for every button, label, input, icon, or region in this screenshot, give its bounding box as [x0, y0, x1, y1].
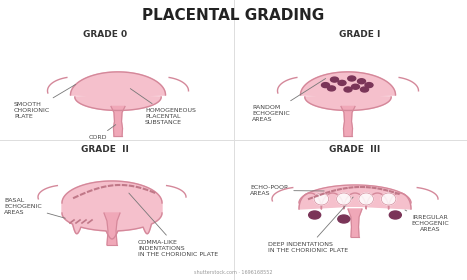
- Text: CORD: CORD: [89, 125, 116, 140]
- Ellipse shape: [337, 193, 351, 205]
- Text: GRADE I: GRADE I: [340, 30, 381, 39]
- Ellipse shape: [358, 79, 366, 84]
- Ellipse shape: [314, 193, 329, 205]
- Polygon shape: [300, 72, 396, 110]
- Ellipse shape: [338, 215, 350, 223]
- Ellipse shape: [338, 80, 346, 85]
- Text: PLACENTAL GRADING: PLACENTAL GRADING: [142, 8, 325, 23]
- Ellipse shape: [382, 193, 396, 205]
- Text: IRREGULAR
ECHOGENIC
AREAS: IRREGULAR ECHOGENIC AREAS: [405, 210, 449, 232]
- Polygon shape: [341, 106, 355, 136]
- Text: GRADE  II: GRADE II: [81, 145, 129, 154]
- Text: GRADE 0: GRADE 0: [83, 30, 127, 39]
- Text: shutterstock.com · 1696168552: shutterstock.com · 1696168552: [194, 270, 273, 275]
- Polygon shape: [299, 185, 411, 209]
- Polygon shape: [62, 181, 162, 239]
- Ellipse shape: [331, 77, 339, 82]
- Ellipse shape: [321, 83, 330, 88]
- Polygon shape: [348, 209, 362, 237]
- Ellipse shape: [359, 193, 374, 205]
- Text: DEEP INDENTATIONS
IN THE CHORIONIC PLATE: DEEP INDENTATIONS IN THE CHORIONIC PLATE: [268, 197, 353, 253]
- Ellipse shape: [352, 84, 360, 89]
- Ellipse shape: [348, 76, 356, 81]
- Text: COMMA-LIKE
INDENTATIONS
IN THE CHORIONIC PLATE: COMMA-LIKE INDENTATIONS IN THE CHORIONIC…: [129, 193, 218, 256]
- Text: HOMOGENEOUS
PLACENTAL
SUBSTANCE: HOMOGENEOUS PLACENTAL SUBSTANCE: [130, 88, 196, 125]
- Ellipse shape: [389, 211, 401, 219]
- Ellipse shape: [327, 86, 335, 91]
- Ellipse shape: [365, 83, 373, 88]
- Text: RANDOM
ECHOGENIC
AREAS: RANDOM ECHOGENIC AREAS: [252, 78, 325, 122]
- Polygon shape: [111, 106, 125, 136]
- Text: ECHO-POOR
AREAS: ECHO-POOR AREAS: [250, 185, 324, 196]
- Polygon shape: [71, 72, 165, 110]
- Polygon shape: [104, 213, 120, 245]
- Ellipse shape: [309, 211, 321, 219]
- Text: SMOOTH
CHORIONIC
PLATE: SMOOTH CHORIONIC PLATE: [14, 85, 76, 119]
- Text: BASAL
ECHOGENIC
AREAS: BASAL ECHOGENIC AREAS: [4, 198, 65, 218]
- Text: GRADE  III: GRADE III: [329, 145, 381, 154]
- Ellipse shape: [361, 87, 368, 92]
- Ellipse shape: [344, 87, 352, 92]
